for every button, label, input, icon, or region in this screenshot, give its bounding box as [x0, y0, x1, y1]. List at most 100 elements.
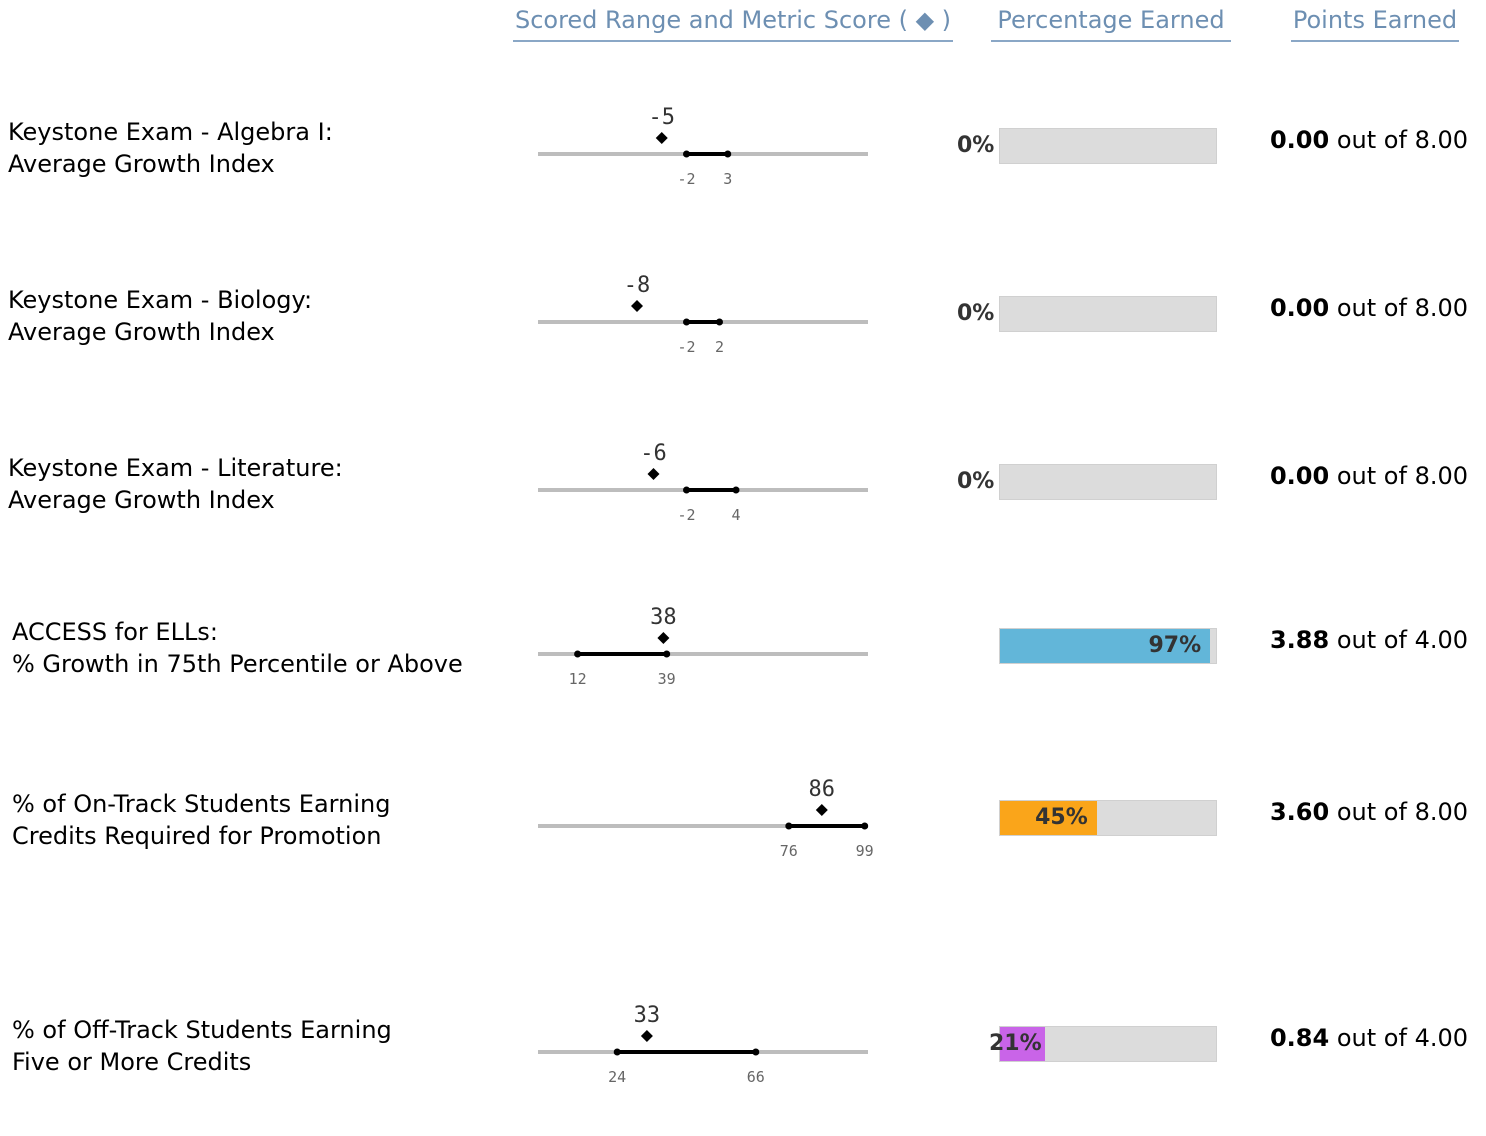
points-possible-value: 8.00: [1414, 798, 1468, 826]
range-plot: -2 2 -8: [538, 273, 868, 356]
percentage-label: 0%: [957, 133, 995, 158]
range-high-label: 39: [658, 670, 676, 688]
points-earned: 0.00 out of 8.00: [1270, 126, 1468, 154]
points-out-of: out of: [1336, 294, 1407, 322]
metric-label-line: Average Growth Index: [8, 318, 275, 346]
metric-label-line: % of On-Track Students Earning: [12, 790, 391, 818]
metric-row: % of Off-Track Students Earning Five or M…: [0, 976, 1486, 1136]
metric-label-line: % Growth in 75th Percentile or Above: [12, 650, 463, 678]
range-low-dot: [574, 650, 582, 658]
percentage-bar: [999, 128, 1217, 164]
points-earned-value: 3.60: [1269, 798, 1330, 826]
header-points-earned: Points Earned: [1291, 6, 1459, 42]
percentage-bar-fill: [1000, 801, 1098, 835]
range-low-label: 24: [608, 1068, 626, 1086]
range-high-dot: [716, 318, 723, 326]
percentage-bar: [999, 628, 1217, 664]
points-earned: 3.60 out of 8.00: [1270, 798, 1468, 826]
percentage-bar: [999, 296, 1217, 332]
points-out-of: out of: [1336, 462, 1407, 490]
percentage-label: 0%: [957, 469, 995, 494]
range-high-label: 2: [715, 338, 724, 356]
range-low-dot: [785, 822, 793, 830]
points-earned: 0.00 out of 8.00: [1270, 462, 1468, 490]
metric-label: Keystone Exam - Biology: Average Growth I…: [8, 284, 312, 348]
points-out-of: out of: [1336, 626, 1407, 654]
metric-label-line: Five or More Credits: [12, 1048, 252, 1076]
range-plot: 24 66 33: [538, 1003, 868, 1086]
metric-label: % of Off-Track Students Earning Five or M…: [12, 1014, 392, 1078]
range-high-dot: [752, 1048, 760, 1056]
percentage-label: 21%: [989, 1031, 1042, 1056]
range-low-label: -2: [677, 338, 695, 356]
metric-label: Keystone Exam - Algebra I: Average Growth…: [8, 116, 333, 180]
range-high-label: 66: [747, 1068, 765, 1086]
points-earned-value: 0.00: [1269, 294, 1330, 322]
range-low-label: -2: [677, 170, 695, 188]
points-earned-value: 0.00: [1269, 126, 1330, 154]
points-possible-value: 8.00: [1414, 126, 1468, 154]
percentage-bar-fill: [1000, 629, 1210, 663]
metric-label: Keystone Exam - Literature: Average Growt…: [8, 452, 343, 516]
metric-score-marker: [815, 804, 828, 816]
metric-score-marker: [655, 132, 668, 144]
percentage-label: 0%: [957, 301, 995, 326]
percentage-bar-fill: [1000, 1027, 1046, 1061]
metric-score-label: 38: [650, 605, 677, 630]
metric-label-line: Keystone Exam - Biology:: [8, 286, 313, 314]
percentage-label: 45%: [1035, 805, 1088, 830]
range-low-dot: [683, 486, 690, 494]
range-plot: 12 39 38: [538, 605, 868, 688]
metric-label-line: Credits Required for Promotion: [12, 822, 382, 850]
range-low-label: 12: [569, 670, 587, 688]
points-earned: 0.84 out of 4.00: [1270, 1024, 1468, 1052]
metric-row: Keystone Exam - Algebra I: Average Growth…: [0, 78, 1486, 238]
metric-label-line: Keystone Exam - Algebra I:: [8, 118, 333, 146]
metric-score-label: 33: [634, 1003, 661, 1028]
range-low-dot: [613, 1048, 621, 1056]
metric-row: Keystone Exam - Biology: Average Growth I…: [0, 246, 1486, 406]
points-earned: 0.00 out of 8.00: [1270, 294, 1468, 322]
metric-row: % of On-Track Students Earning Credits Re…: [0, 750, 1486, 910]
percentage-bar: [999, 1026, 1217, 1062]
metric-label-line: % of Off-Track Students Earning: [12, 1016, 392, 1044]
points-earned-value: 3.88: [1269, 626, 1330, 654]
metric-label-line: ACCESS for ELLs:: [12, 618, 218, 646]
range-plot: -2 4 -6: [538, 441, 868, 524]
points-out-of: out of: [1336, 798, 1407, 826]
range-low-label: 76: [780, 842, 798, 860]
metric-label: ACCESS for ELLs: % Growth in 75th Percent…: [12, 616, 463, 680]
metric-score-label: 86: [809, 777, 836, 802]
metric-score-marker: [640, 1030, 653, 1042]
points-earned: 3.88 out of 4.00: [1270, 626, 1468, 654]
points-possible-value: 8.00: [1414, 294, 1468, 322]
metric-row: Keystone Exam - Literature: Average Growt…: [0, 414, 1486, 574]
points-out-of: out of: [1336, 1024, 1407, 1052]
range-low-dot: [683, 318, 690, 326]
points-possible-value: 4.00: [1414, 626, 1468, 654]
metric-row: ACCESS for ELLs: % Growth in 75th Percent…: [0, 578, 1486, 738]
range-high-label: 4: [731, 506, 740, 524]
range-low-dot: [683, 150, 690, 158]
metric-score-label: -5: [649, 105, 676, 130]
metric-label: % of On-Track Students Earning Credits Re…: [12, 788, 390, 852]
metric-score-marker: [657, 632, 670, 644]
metric-label-line: Average Growth Index: [8, 150, 275, 178]
range-high-label: 3: [723, 170, 732, 188]
points-out-of: out of: [1336, 126, 1407, 154]
metric-score-label: -8: [624, 273, 651, 298]
range-low-label: -2: [677, 506, 695, 524]
percentage-label: 97%: [1148, 633, 1202, 658]
header-percentage-earned: Percentage Earned: [991, 6, 1231, 42]
range-plot: -2 3 -5: [538, 105, 868, 188]
metric-label-line: Keystone Exam - Literature:: [8, 454, 343, 482]
range-high-dot: [861, 822, 869, 830]
range-plot: 76 99 86: [538, 777, 874, 860]
metric-score-label: -6: [640, 441, 667, 466]
range-high-label: 99: [856, 842, 874, 860]
metric-score-marker: [647, 468, 660, 480]
points-earned-value: 0.84: [1269, 1024, 1330, 1052]
metric-score-marker: [631, 300, 643, 312]
range-high-dot: [724, 150, 732, 158]
points-earned-value: 0.00: [1269, 462, 1330, 490]
